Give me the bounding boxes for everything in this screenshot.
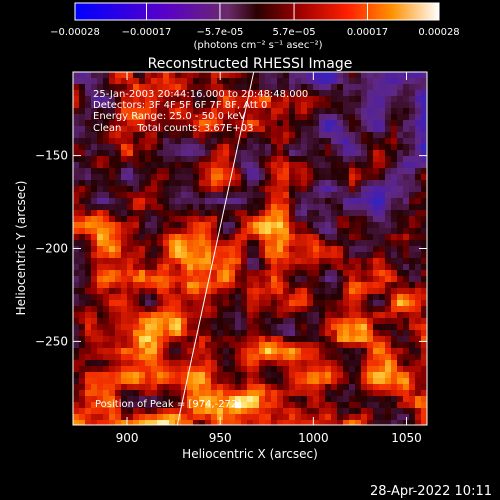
colorbar-tick-label: −0.00028 xyxy=(50,27,100,38)
colorbar-tick-label: 0.00017 xyxy=(347,27,388,38)
colorbar-tick-label: −5.7e-05 xyxy=(197,27,244,38)
y-axis-label: Heliocentric Y (arcsec) xyxy=(14,181,28,316)
y-tick-label: −150 xyxy=(35,149,68,163)
heatmap-image xyxy=(73,72,427,425)
solar-limb-line xyxy=(176,72,255,425)
annotation-energy: Energy Range: 25.0 - 50.0 keV xyxy=(93,111,246,122)
x-tick-label: 1050 xyxy=(391,431,422,445)
y-tick-label: −200 xyxy=(35,242,68,256)
annotation-counts: Clean Total counts: 3.67E+03 xyxy=(93,123,253,134)
peak-position-label: Position of Peak = [974,-272] xyxy=(95,399,241,410)
colorbar-tick-label: 5.7e−05 xyxy=(272,27,315,38)
chart-title: Reconstructed RHESSI Image xyxy=(148,56,353,72)
annotation-detectors: Detectors: 3F 4F 5F 6F 7F 8F, Att 0 xyxy=(93,100,267,111)
x-tick-label: 900 xyxy=(116,431,139,445)
x-tick-label: 1000 xyxy=(298,431,329,445)
colorbar-unit-label: (photons cm⁻² s⁻¹ asec⁻²) xyxy=(193,40,322,51)
annotation-time: 25-Jan-2003 20:44:16.000 to 20:48:48.000 xyxy=(93,89,308,100)
y-tick-label: −250 xyxy=(35,334,68,348)
colorbar-tick-label: −0.00017 xyxy=(122,27,172,38)
footer-timestamp: 28-Apr-2022 10:11 xyxy=(370,484,492,499)
colorbar xyxy=(74,2,440,21)
x-tick-label: 950 xyxy=(209,431,232,445)
x-axis-label: Heliocentric X (arcsec) xyxy=(182,447,318,461)
colorbar-tick-label: 0.00028 xyxy=(418,27,459,38)
